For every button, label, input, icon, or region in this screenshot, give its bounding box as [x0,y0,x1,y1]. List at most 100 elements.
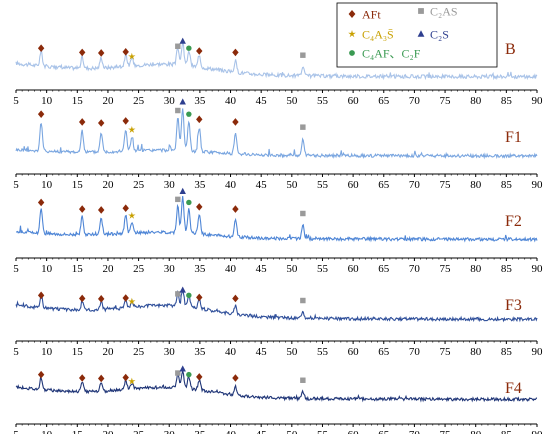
x-tick-label: 55 [317,263,329,275]
x-tick-label: 90 [532,95,544,107]
legend-label: C₂S [430,28,449,42]
x-tick-label: 25 [133,263,145,275]
peak-marker-aft [122,117,129,125]
peak-marker-aft [232,48,239,57]
x-tick-label: 75 [440,179,452,191]
peak-marker-aft [232,205,239,213]
x-tick-label: 90 [532,263,544,275]
series-label-f2: F2 [505,213,522,230]
x-tick-label: 25 [133,429,145,434]
peak-marker-c2s [179,286,186,293]
x-tick-label: 75 [440,263,452,275]
peak-marker-c2s [179,187,186,194]
legend: AFt C₂AS C₄A₃S̄ C₂S C₄AF、C₂F [336,2,498,68]
x-tick-label: 15 [72,346,84,358]
x-tick-label: 10 [41,429,53,434]
x-tick-label: 40 [225,179,237,191]
x-tick-label: 5 [13,95,19,107]
x-tick-label: 75 [440,95,452,107]
peak-marker-c4af [186,292,192,299]
x-tick-label: 65 [378,95,390,107]
x-tick-label: 30 [164,429,176,434]
peak-marker-c2as [175,196,181,203]
x-tick-label: 20 [102,429,114,434]
x-tick-label: 55 [317,95,329,107]
legend-marker-square [418,8,424,14]
x-tick-label: 30 [164,346,176,358]
x-tick-label: 70 [409,179,421,191]
x-tick-label: 80 [470,429,482,434]
peak-marker-c4a3s [128,377,136,385]
x-tick-label: 65 [378,346,390,358]
x-tick-label: 30 [164,263,176,275]
x-tick-label: 45 [256,429,268,434]
x-tick-label: 75 [440,429,452,434]
x-tick-label: 45 [256,95,268,107]
legend-label: AFt [362,8,381,22]
xrd-curve-f4 [15,369,538,403]
legend-marker-triangle [417,30,425,37]
x-tick-label: 85 [501,179,513,191]
x-tick-label: 60 [348,263,360,275]
x-tick-label: 15 [72,429,84,434]
peak-marker-c4af [186,111,192,117]
x-tick-label: 30 [164,179,176,191]
x-tick-label: 85 [501,95,513,107]
x-tick-label: 5 [13,346,19,358]
x-tick-label: 85 [501,263,513,275]
xrd-panel-b: 5 10 15 20 25 30 35 40 45 50 55 60 65 70 75 80 85 90 B [13,41,543,107]
x-tick-label: 10 [41,179,53,191]
x-tick-label: 25 [133,95,145,107]
x-tick-label: 10 [41,95,53,107]
x-tick-label: 5 [13,429,19,434]
x-tick-label: 15 [72,95,84,107]
x-tick-label: 20 [102,95,114,107]
peak-marker-aft [37,370,45,379]
legend-box [336,2,498,68]
legend-label: C₄AF、C₂F [362,47,421,61]
x-tick-label: 70 [409,263,421,275]
x-tick-label: 80 [470,263,482,275]
peak-marker-c4af [186,45,192,51]
x-tick-label: 45 [256,346,268,358]
peak-marker-c2as [300,52,306,58]
xrd-panel-f2: 5 10 15 20 25 30 35 40 45 50 55 60 65 70 75 80 85 90 F2 [13,196,543,275]
x-tick-label: 25 [133,346,145,358]
x-tick-label: 60 [348,346,360,358]
xrd-curve-f1 [15,108,538,160]
xrd-curve-b [15,42,538,81]
x-tick-label: 35 [194,263,206,275]
peak-marker-aft [37,44,45,53]
xrd-panel-f1: 5 10 15 20 25 30 35 40 45 50 55 60 65 70 75 80 85 90 F1 [13,108,543,191]
x-tick-label: 90 [532,346,544,358]
x-tick-label: 90 [532,429,544,434]
peak-marker-aft [78,205,86,213]
peak-marker-aft [232,294,239,303]
x-tick-label: 5 [13,263,19,275]
peak-marker-aft [196,115,203,124]
x-tick-label: 85 [501,346,513,358]
x-tick-label: 90 [532,179,544,191]
x-tick-label: 40 [225,429,237,434]
x-tick-label: 65 [378,429,390,434]
peak-marker-c2as [175,107,181,114]
series-label-f3: F3 [505,297,522,314]
peak-marker-aft [78,48,86,57]
x-tick-label: 35 [194,429,206,434]
x-tick-label: 70 [409,429,421,434]
legend-marker-circle [349,50,355,56]
peak-marker-c2as [175,370,181,376]
x-tick-label: 80 [470,179,482,191]
x-tick-label: 10 [41,346,53,358]
peak-marker-aft [37,110,45,118]
x-tick-label: 65 [378,263,390,275]
x-tick-label: 55 [317,179,329,191]
x-tick-label: 45 [256,179,268,191]
peak-marker-c2s [179,37,186,44]
peak-marker-c4af [186,199,192,206]
peak-marker-c2as [300,210,306,217]
peak-marker-aft [97,119,105,127]
peak-marker-aft [196,203,203,211]
x-tick-label: 65 [378,179,390,191]
x-tick-label: 75 [440,346,452,358]
